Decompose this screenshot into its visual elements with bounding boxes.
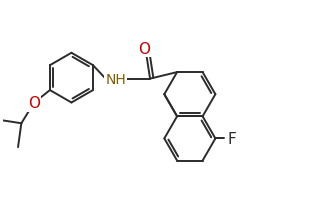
Text: O: O [138,42,150,57]
Text: NH: NH [105,72,126,86]
Text: F: F [227,131,236,146]
Text: O: O [28,96,40,111]
